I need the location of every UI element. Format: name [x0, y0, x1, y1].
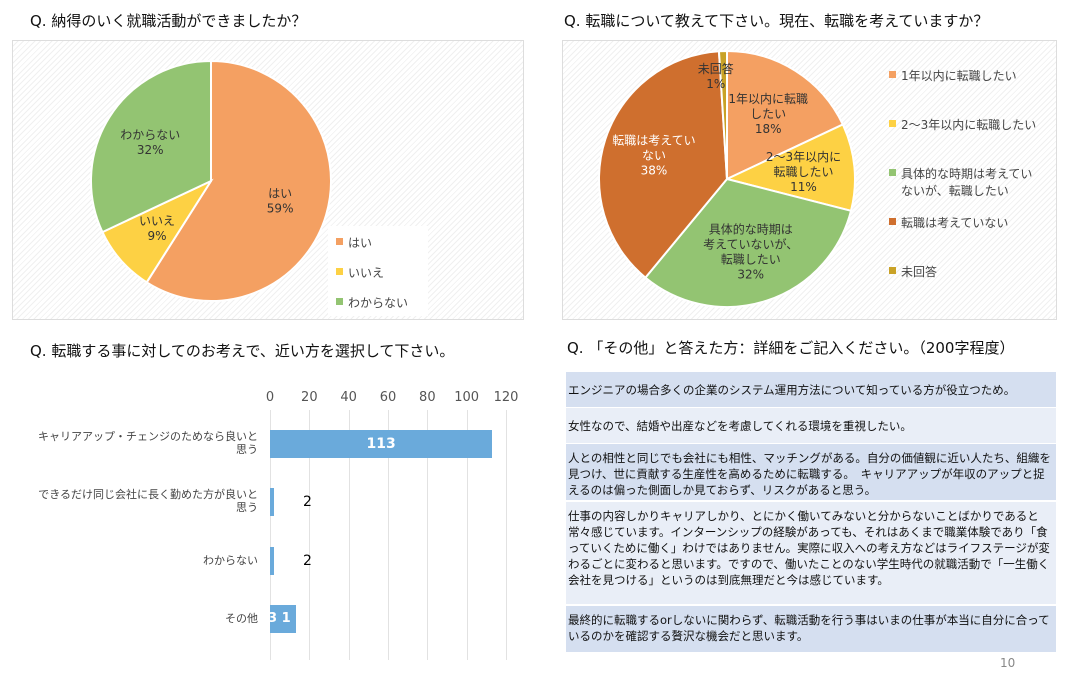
legend-label: 具体的な時期は考えていないが、転職したい [901, 167, 1033, 198]
x-tick-label: 60 [379, 390, 397, 405]
chart1-area: はい 59% いいえ 9% わからない 32% はいいいえわからない [12, 40, 524, 320]
legend-item: 1年以内に転職したい [889, 67, 1017, 84]
category-label-line: 思う [236, 501, 258, 514]
gridline [309, 410, 311, 660]
legend-swatch [889, 169, 896, 176]
pie-slice [717, 49, 728, 180]
pie-slice [726, 49, 845, 181]
legend-item: わからない [336, 294, 408, 311]
category-label-line: キャリアアップ・チェンジのためなら良いと [38, 430, 258, 443]
chart1-title: Q. 納得のいく就職活動ができましたか？ [30, 12, 307, 30]
bar-data-label: 3 1 [268, 611, 291, 626]
bar-chart: 0 20 40 60 80 100 120 113 キャリアアップ・チェンジのためなら良いと 思う… [0, 380, 540, 660]
legend-item: 具体的な時期は考えていないが、転職したい [889, 165, 1041, 199]
legend-swatch [889, 218, 896, 225]
slice-label: 転職は考えていない 38% [612, 133, 695, 177]
chart2-title: Q. 転職について教えて下さい。現在、転職を考えていますか？ [564, 12, 989, 30]
legend-label: わからない [348, 296, 409, 310]
legend-item: 転職は考えていない [889, 214, 1008, 231]
pie-slice [724, 123, 856, 213]
pie-slice [145, 59, 332, 302]
pie-slice [90, 59, 212, 234]
gridline [348, 410, 350, 660]
category-label-line: その他 [225, 612, 258, 625]
category-label: その他 [0, 612, 258, 625]
x-tick-label: 40 [340, 390, 357, 405]
comment-row: 仕事の内容しかりキャリアしかり、とにかく働いてみないと分からないことばかりである… [566, 502, 1056, 604]
legend-label: 未回答 [901, 265, 938, 279]
legend-swatch [889, 267, 896, 274]
page-number: 10 [1000, 656, 1016, 670]
pie-slice [644, 177, 853, 308]
legend-swatch [336, 298, 343, 305]
legend-item: 未回答 [889, 263, 937, 280]
category-label-line: 思う [236, 443, 258, 456]
legend-swatch [336, 268, 343, 275]
x-tick-label: 100 [454, 390, 480, 405]
comment-row: 最終的に転職するorしないに関わらず、転職活動を行う事はいまの仕事が本当に自分に… [566, 606, 1056, 652]
comment-row: エンジニアの場合多くの企業のシステム運用方法について知っている方が役立つため。 [566, 372, 1056, 407]
legend-label: 1年以内に転職したい [901, 69, 1017, 83]
legend-item: はい [336, 234, 372, 251]
slice-label: はい 59% [267, 187, 294, 216]
legend-swatch [889, 71, 896, 78]
category-label-line: できるだけ同じ会社に長く勤めた方が良いと [38, 488, 258, 501]
bar-data-label: 2 [303, 494, 312, 510]
bar-data-label: 113 [366, 436, 396, 452]
gridline [388, 410, 389, 660]
legend-label: はい [348, 236, 373, 250]
slice-label: わからない 32% [120, 128, 180, 157]
legend-item: 2〜3年以内に転職したい [889, 116, 1036, 133]
x-tick-label: 0 [265, 390, 275, 405]
chart3-title: Q. 転職する事に対してのお考えで、近い方を選択して下さい。 [30, 342, 455, 360]
bar-data-label: 2 [303, 553, 312, 569]
legend-swatch [889, 120, 896, 127]
legend-label: 2〜3年以内に転職したい [901, 118, 1037, 132]
category-label: キャリアアップ・チェンジのためなら良いと 思う [0, 430, 258, 456]
bar [270, 430, 493, 458]
pie-chart-2: 1年以内に転職したい 18% 2〜3年以内に転職したい 11% 具体的な時期は考えていな… [598, 49, 856, 308]
gridline [270, 410, 271, 660]
legend-item: いいえ [336, 264, 384, 281]
legend-label: 転職は考えていない [901, 216, 1009, 230]
pie-slice [598, 50, 729, 280]
bar [270, 605, 296, 633]
gridline [427, 410, 429, 660]
category-label: わからない [0, 554, 258, 567]
category-label-line: わからない [203, 554, 258, 567]
bar [270, 488, 274, 516]
comment-row: 人との相性と同じでも会社にも相性、マッチングがある。自分の価値観に近い人たち、組… [566, 444, 1056, 500]
category-label: できるだけ同じ会社に長く勤めた方が良いと 思う [0, 488, 258, 514]
legend-swatch [336, 238, 343, 245]
comment-row: 女性なので、結婚や出産などを考慮してくれる環境を重視したい。 [566, 408, 1056, 443]
pie-chart-1: はい 59% いいえ 9% わからない 32% [90, 59, 332, 302]
slice-label: 2〜3年以内に転職したい 11% [766, 150, 841, 194]
slice-label: いいえ 9% [139, 214, 175, 243]
comments-title: Q. 「その他」と答えた方：詳細をご記入ください。（200字程度） [567, 339, 1015, 357]
x-tick-label: 120 [493, 390, 519, 405]
bar [270, 547, 274, 575]
gridline [506, 410, 507, 660]
slice-label: 未回答 1% [698, 61, 734, 91]
x-tick-label: 20 [301, 390, 318, 405]
gridline [466, 410, 468, 660]
slice-label: 具体的な時期は考えていないが、転職したい 32% [703, 222, 798, 282]
legend-label: いいえ [348, 266, 385, 280]
slice-label: 1年以内に転職したい 18% [728, 92, 808, 136]
x-tick-label: 80 [419, 390, 436, 405]
chart2-area: 1年以内に転職したい 18% 2〜3年以内に転職したい 11% 具体的な時期は考えていな… [562, 40, 1057, 320]
